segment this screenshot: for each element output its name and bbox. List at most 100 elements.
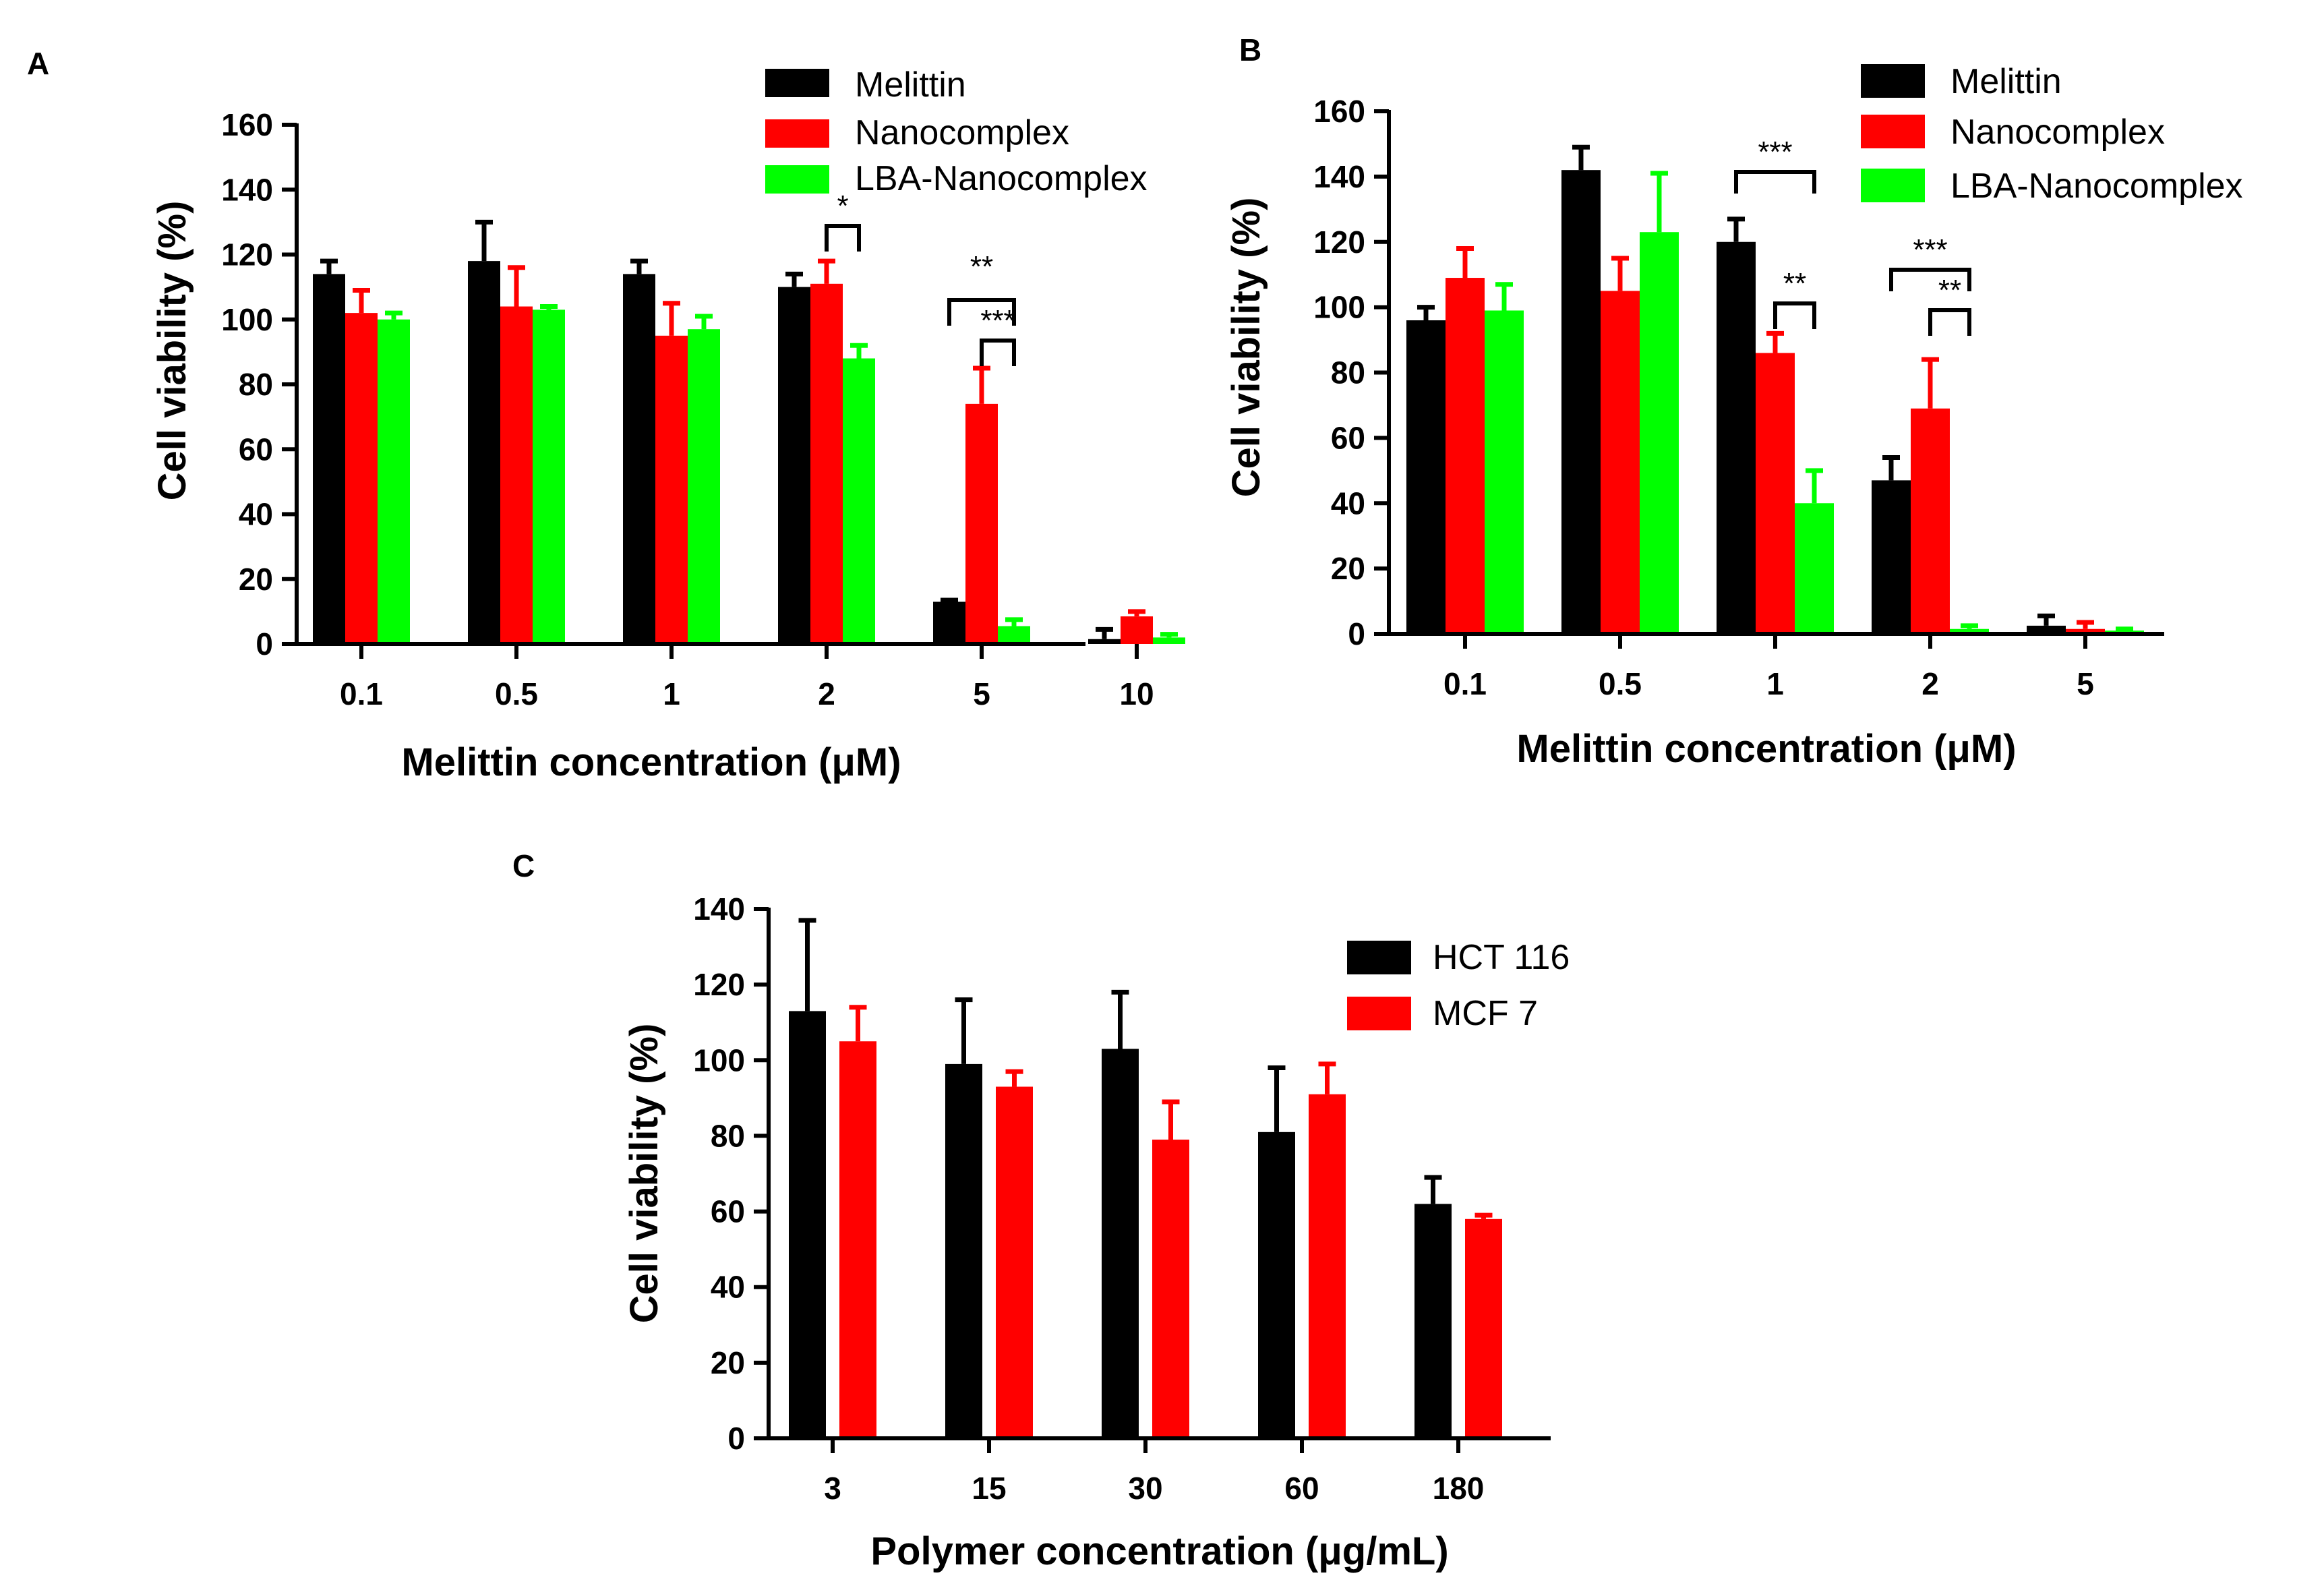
bar-c-hct-116-60: [1258, 1132, 1295, 1438]
bar-a-melittin-2: [778, 287, 810, 644]
bar-a-melittin-1: [623, 274, 655, 644]
x-tick-label-b-5: 5: [2077, 666, 2094, 701]
legend-swatch-nanocomplex-b: [1861, 115, 1925, 148]
bar-a-lba-nanocomplex-0.1: [378, 319, 410, 644]
bar-a-melittin-5: [933, 601, 965, 644]
y-tick-label-a-160: 160: [221, 107, 273, 142]
x-axis-title-b: Melittin concentration (μM): [1516, 727, 2016, 771]
bar-b-lba-nanocomplex-1: [1795, 503, 1834, 634]
significance-label-b-1: **: [1783, 267, 1806, 300]
bar-b-lba-nanocomplex-2: [1950, 628, 1989, 634]
legend-label-nanocomplex-a: Nanocomplex: [855, 113, 1069, 152]
y-tick-label-c-140: 140: [693, 891, 745, 927]
bar-c-hct-116-180: [1414, 1204, 1452, 1438]
bar-a-nanocomplex-1: [655, 335, 688, 644]
significance-label-a-2: ***: [980, 304, 1015, 337]
y-tick-label-b-60: 60: [1331, 420, 1365, 455]
legend-label-melittin-b: Melittin: [1950, 62, 2062, 101]
panel-letter-b: B: [1239, 32, 1261, 67]
x-tick-label-b-0.1: 0.1: [1443, 666, 1487, 701]
y-tick-label-a-100: 100: [221, 302, 273, 337]
x-tick-label-a-0.5: 0.5: [495, 676, 538, 711]
bar-a-lba-nanocomplex-5: [998, 626, 1030, 644]
bar-a-melittin-10: [1088, 639, 1121, 644]
significance-label-b-2: ***: [1913, 233, 1947, 266]
y-tick-label-c-20: 20: [711, 1345, 745, 1380]
legend-swatch-melittin-a: [765, 69, 829, 97]
y-tick-label-a-120: 120: [221, 237, 273, 272]
bar-c-hct-116-30: [1102, 1049, 1139, 1438]
y-tick-label-c-120: 120: [693, 967, 745, 1002]
x-tick-label-c-15: 15: [972, 1471, 1006, 1506]
significance-bracket-a-2: [980, 339, 1016, 366]
y-tick-label-b-160: 160: [1313, 94, 1365, 129]
bar-c-mcf-7-3: [839, 1041, 876, 1438]
bar-a-lba-nanocomplex-0.5: [533, 310, 565, 644]
significance-label-b-0: ***: [1758, 136, 1792, 169]
significance-bracket-a-1: [947, 298, 1016, 326]
panel-letter-c: C: [512, 848, 535, 883]
legend-label-lba-nanocomplex-a: LBA-Nanocomplex: [855, 159, 1148, 198]
legend-label-nanocomplex-b: Nanocomplex: [1950, 113, 2165, 152]
legend-swatch-melittin-b: [1861, 64, 1925, 98]
legend-swatch-nanocomplex-a: [765, 119, 829, 148]
y-tick-label-b-80: 80: [1331, 355, 1365, 390]
x-axis-title-a: Melittin concentration (μM): [401, 740, 901, 784]
y-tick-label-b-40: 40: [1331, 486, 1365, 521]
bar-b-melittin-0.1: [1406, 320, 1446, 634]
bar-b-nanocomplex-0.1: [1446, 278, 1485, 634]
legend-label-mcf7-c: MCF 7: [1433, 994, 1538, 1033]
y-tick-label-c-60: 60: [711, 1194, 745, 1229]
x-tick-label-a-2: 2: [818, 676, 835, 711]
legend-swatch-lba-nanocomplex-b: [1861, 169, 1925, 202]
bar-b-melittin-0.5: [1561, 170, 1601, 634]
bar-a-lba-nanocomplex-2: [843, 358, 875, 644]
significance-label-a-1: **: [970, 250, 993, 283]
y-tick-label-b-100: 100: [1313, 290, 1365, 325]
x-tick-label-c-30: 30: [1128, 1471, 1162, 1506]
bar-b-melittin-1: [1717, 241, 1756, 634]
bar-a-nanocomplex-0.1: [345, 313, 378, 644]
y-tick-label-a-140: 140: [221, 172, 273, 207]
y-tick-label-c-0: 0: [727, 1421, 745, 1456]
bar-b-melittin-5: [2027, 625, 2066, 634]
y-axis-title-b: Cell viability (%): [1224, 198, 1268, 498]
x-tick-label-a-0.1: 0.1: [340, 676, 383, 711]
bar-c-hct-116-3: [789, 1011, 826, 1438]
legend-label-melittin-a: Melittin: [855, 65, 966, 105]
significance-bracket-b-3: [1928, 308, 1971, 336]
x-tick-label-c-180: 180: [1433, 1471, 1485, 1506]
x-tick-label-a-5: 5: [973, 676, 990, 711]
legend-swatch-hct116-c: [1347, 941, 1411, 974]
y-tick-label-a-60: 60: [239, 432, 273, 467]
x-tick-label-a-10: 10: [1119, 676, 1154, 711]
legend-a: Melittin Nanocomplex LBA-Nanocomplex: [765, 65, 1148, 198]
bar-b-melittin-2: [1872, 480, 1911, 634]
significance-bracket-b-2: [1889, 268, 1971, 291]
y-tick-label-c-100: 100: [693, 1042, 745, 1078]
significance-bracket-b-1: [1773, 301, 1816, 329]
bar-c-mcf-7-60: [1309, 1094, 1346, 1438]
y-tick-label-b-20: 20: [1331, 551, 1365, 586]
y-axis-title-c: Cell viability (%): [622, 1024, 666, 1324]
y-tick-label-c-80: 80: [711, 1118, 745, 1153]
x-tick-label-c-3: 3: [824, 1471, 841, 1506]
y-tick-label-a-40: 40: [239, 497, 273, 532]
x-axis-title-c: Polymer concentration (μg/mL): [870, 1529, 1448, 1573]
y-tick-label-a-0: 0: [256, 626, 273, 662]
panel-c: C 0 20 40 60 80 100 120 140 3 15 30 60 180 Cell viab…: [512, 848, 1570, 1573]
bar-c-hct-116-15: [945, 1063, 982, 1438]
legend-swatch-mcf7-c: [1347, 997, 1411, 1030]
bar-a-lba-nanocomplex-10: [1153, 637, 1185, 644]
x-tick-label-b-2: 2: [1921, 666, 1939, 701]
bar-a-melittin-0.1: [313, 274, 345, 644]
bar-a-lba-nanocomplex-1: [688, 329, 720, 644]
bar-b-lba-nanocomplex-0.5: [1640, 232, 1679, 634]
bar-a-melittin-0.5: [468, 261, 500, 644]
bar-b-nanocomplex-5: [2066, 628, 2105, 634]
x-tick-label-c-60: 60: [1284, 1471, 1319, 1506]
bar-b-lba-nanocomplex-0.1: [1485, 310, 1524, 634]
y-tick-label-c-40: 40: [711, 1270, 745, 1305]
